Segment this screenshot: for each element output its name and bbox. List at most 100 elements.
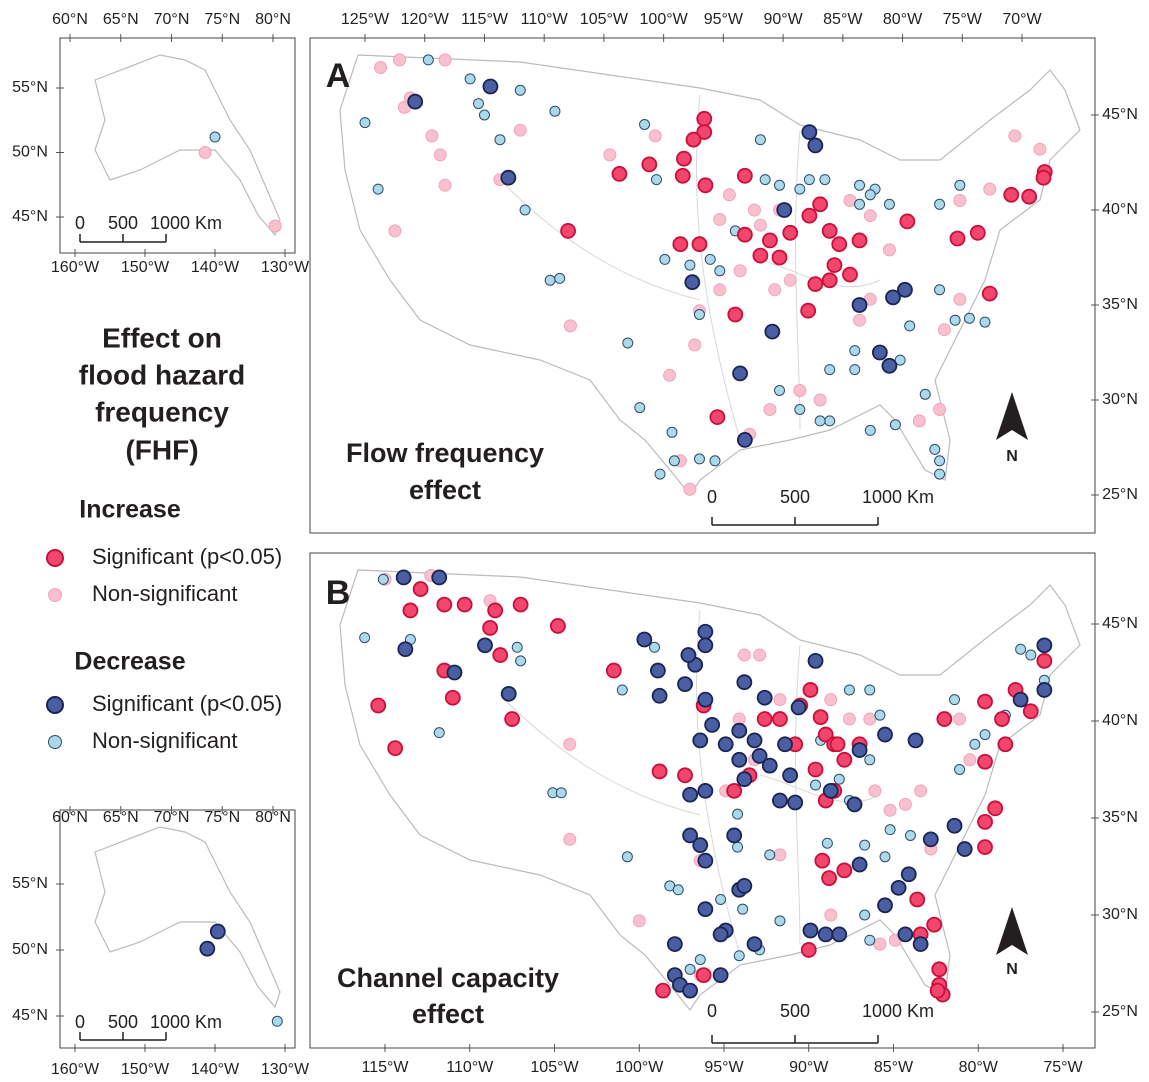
lon-tick-label: 140°W (191, 1061, 240, 1078)
station-marker (712, 967, 729, 984)
station-marker (882, 243, 896, 257)
north-arrow (996, 392, 1028, 440)
station-marker (912, 936, 929, 952)
station-marker (842, 712, 856, 726)
station-marker (864, 934, 876, 946)
legend-label: Non-significant (92, 581, 238, 606)
station-marker (478, 109, 490, 121)
station-marker (649, 662, 666, 679)
legend-heading: Decrease (74, 648, 185, 676)
station-marker (790, 699, 807, 716)
station-marker (997, 736, 1014, 753)
station-marker (688, 338, 702, 352)
station-marker (704, 716, 721, 733)
station-marker (736, 674, 753, 691)
station-marker (821, 870, 837, 887)
station-marker (1015, 643, 1027, 655)
legend-heading: Increase (79, 496, 181, 524)
station-marker (733, 950, 745, 962)
station-marker (849, 364, 861, 376)
station-marker (774, 915, 786, 927)
station-marker (817, 926, 834, 943)
station-marker (782, 767, 799, 784)
panel-label: A (326, 57, 351, 95)
station-marker (814, 852, 831, 869)
lat-tick-label: 55°N (12, 79, 48, 96)
station-marker (436, 596, 453, 613)
station-marker (937, 323, 951, 337)
lon-tick-label: 115°W (461, 11, 509, 28)
station-marker (871, 344, 888, 361)
station-marker (836, 862, 853, 879)
station-marker (879, 851, 891, 863)
station-marker (994, 711, 1010, 727)
station-marker (759, 174, 771, 186)
station-marker (826, 257, 843, 274)
station-marker (813, 393, 827, 407)
station-marker (697, 852, 714, 869)
lat-tick-label: 40°N (1102, 201, 1138, 218)
lon-tick-label: 115°W (361, 1059, 409, 1076)
station-marker (864, 754, 876, 766)
station-marker (853, 313, 867, 327)
rivers (499, 94, 881, 441)
station-marker (807, 137, 824, 154)
station-marker (684, 274, 701, 291)
station-marker (822, 782, 839, 799)
station-marker (747, 203, 761, 217)
panel-title: Channel capacity (337, 963, 559, 993)
station-marker (1012, 691, 1029, 708)
station-marker (774, 179, 786, 191)
lon-tick-label: 90°W (763, 11, 803, 28)
station-marker (776, 202, 793, 218)
station-marker (425, 129, 439, 143)
station-marker (854, 179, 866, 191)
station-marker (438, 178, 452, 192)
station-marker (1035, 169, 1052, 186)
station-marker (632, 914, 646, 928)
station-marker (979, 729, 991, 741)
station-marker (904, 829, 916, 841)
legend-title: Effect on (102, 322, 222, 353)
station-marker (949, 694, 961, 706)
station-marker (677, 767, 693, 784)
station-marker (736, 878, 753, 894)
legend-marker (46, 549, 64, 567)
station-marker (912, 414, 926, 428)
scale-label: 1000 Km (862, 487, 934, 507)
scale-label: 1000 Km (150, 1012, 222, 1032)
station-marker (513, 123, 527, 137)
station-marker (746, 936, 763, 952)
station-marker (549, 618, 566, 634)
station-marker (833, 773, 845, 785)
lat-tick-label: 60°N (52, 809, 88, 826)
station-marker (487, 602, 504, 619)
station-marker (931, 961, 948, 978)
station-marker (512, 596, 529, 613)
station-marker (697, 637, 714, 654)
lat-tick-label: 35°N (1102, 809, 1138, 826)
station-marker (634, 402, 646, 414)
station-marker (1025, 649, 1037, 661)
station-marker (849, 345, 861, 357)
legend-label: Non-significant (92, 728, 238, 753)
lon-tick-label: 130°W (261, 1061, 310, 1078)
station-marker (794, 183, 806, 195)
station-marker (821, 222, 838, 239)
station-marker (782, 224, 799, 241)
station-marker (1036, 682, 1053, 698)
lat-tick-label: 35°N (1102, 296, 1138, 313)
station-marker (764, 323, 781, 340)
north-label: N (1006, 448, 1018, 465)
legend-label: Significant (p<0.05) (92, 691, 282, 716)
station-marker (864, 189, 876, 201)
station-marker (824, 908, 838, 922)
station-marker (953, 292, 967, 306)
station-marker (800, 302, 817, 319)
station-marker (500, 685, 517, 702)
station-marker (904, 320, 916, 332)
scale-label: 1000 Km (150, 213, 222, 233)
station-marker (736, 226, 753, 243)
station-marker (209, 131, 221, 143)
lon-tick-label: 90°W (789, 1059, 829, 1076)
